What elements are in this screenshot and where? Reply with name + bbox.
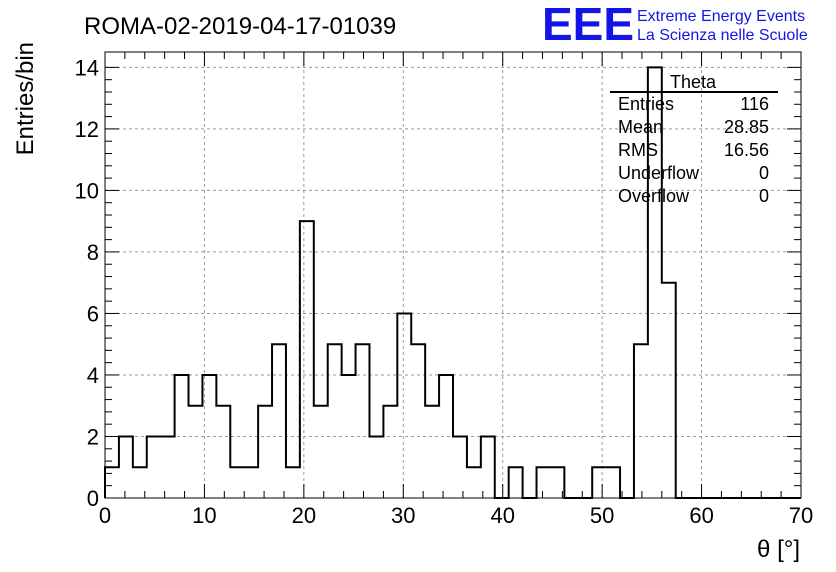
y-tick-label: 4 <box>87 363 99 388</box>
x-tick-labels: 0 10 20 30 40 50 60 70 <box>99 503 813 528</box>
logo-line-2: La Scienza nelle Scuole <box>637 27 808 44</box>
stats-row-value: 0 <box>759 163 769 183</box>
x-tick-label: 0 <box>99 503 111 528</box>
y-axis-title: Entries/bin <box>12 42 39 155</box>
x-tick-label: 30 <box>391 503 415 528</box>
plot-frame <box>104 51 802 499</box>
axis-ticks <box>104 52 802 499</box>
logo-letters: EEE <box>542 0 634 50</box>
histogram-step-line <box>104 66 801 499</box>
stats-row-value: 0 <box>759 186 769 206</box>
chart-title: ROMA-02-2019-04-17-01039 <box>84 13 396 40</box>
stats-rows: Entries 116 Mean 28.85 RMS 16.56 Underflow 0 Ove… <box>618 94 769 206</box>
x-tick-label: 60 <box>689 503 713 528</box>
x-axis-title: θ [°] <box>757 536 800 563</box>
y-tick-label: 10 <box>75 178 99 203</box>
y-tick-label: 14 <box>75 55 99 80</box>
stats-row-value: 28.85 <box>724 117 769 137</box>
logo-line-1: Extreme Energy Events <box>637 8 805 25</box>
x-tick-label: 40 <box>490 503 514 528</box>
stats-row-label: RMS <box>618 140 658 160</box>
x-tick-label: 50 <box>590 503 614 528</box>
stats-row-value: 16.56 <box>724 140 769 160</box>
eee-logo: EEE Extreme Energy Events La Scienza nel… <box>542 0 808 50</box>
y-tick-label: 8 <box>87 240 99 265</box>
x-tick-label: 20 <box>292 503 316 528</box>
stats-box: Theta Entries 116 Mean 28.85 RMS 16.56 Underfl… <box>610 72 778 206</box>
y-tick-label: 0 <box>87 486 99 511</box>
stats-box-name: Theta <box>670 72 717 92</box>
stats-row-label: Mean <box>618 117 663 137</box>
x-tick-label: 70 <box>789 503 813 528</box>
stats-row-label: Overflow <box>618 186 690 206</box>
y-tick-label: 12 <box>75 117 99 142</box>
stats-row-value: 116 <box>740 94 769 114</box>
y-tick-label: 2 <box>87 424 99 449</box>
stats-row-label: Underflow <box>618 163 700 183</box>
y-tick-labels: 0 2 4 6 8 10 12 14 <box>75 55 99 511</box>
x-tick-label: 10 <box>192 503 216 528</box>
stats-row-label: Entries <box>618 94 674 114</box>
y-tick-label: 6 <box>87 301 99 326</box>
